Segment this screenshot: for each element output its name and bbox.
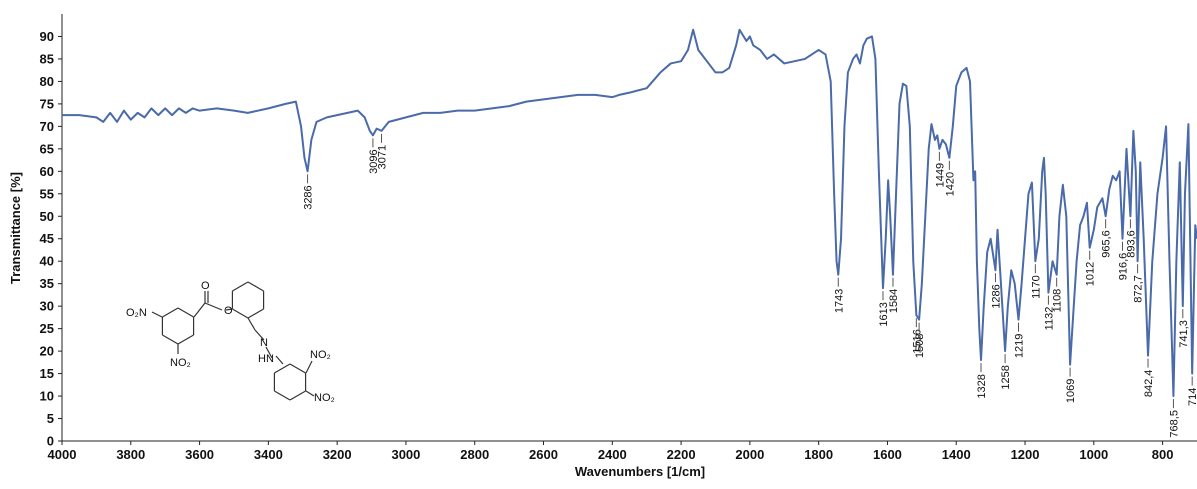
spectrum-line bbox=[62, 28, 1197, 398]
y-tick-label: 85 bbox=[40, 51, 54, 66]
bond bbox=[247, 308, 264, 319]
structure-label: O₂N bbox=[126, 307, 147, 319]
bond bbox=[204, 302, 223, 311]
y-tick-label: 65 bbox=[40, 141, 54, 156]
x-tick-label: 2200 bbox=[667, 447, 696, 462]
annotation-label: 1508 bbox=[914, 334, 926, 358]
annotation-label: 1132 bbox=[1043, 307, 1055, 331]
x-tick-label: 1800 bbox=[804, 447, 833, 462]
annotation-label: 741,3 bbox=[1178, 320, 1190, 348]
x-tick-label: 2600 bbox=[529, 447, 558, 462]
annotation-label: 1258 bbox=[1000, 365, 1012, 389]
annotation-label: 1219 bbox=[1013, 334, 1025, 358]
y-tick-label: 90 bbox=[40, 29, 54, 44]
x-tick-label: 1400 bbox=[942, 447, 971, 462]
x-axis-label: Wavenumbers [1/cm] bbox=[575, 464, 705, 479]
annotation-label: 842,4 bbox=[1143, 370, 1155, 398]
bond bbox=[305, 390, 315, 397]
bond bbox=[232, 308, 249, 319]
x-tick-label: 3400 bbox=[254, 447, 283, 462]
structure-label: N bbox=[260, 337, 268, 349]
annotation-label: 3071 bbox=[377, 145, 389, 169]
annotation-label: 1108 bbox=[1052, 289, 1064, 313]
x-tick-label: 1600 bbox=[873, 447, 902, 462]
bond bbox=[193, 302, 206, 318]
y-tick-label: 45 bbox=[40, 231, 54, 246]
y-tick-label: 75 bbox=[40, 96, 54, 111]
x-tick-label: 2800 bbox=[460, 447, 489, 462]
y-tick-label: 15 bbox=[40, 366, 54, 381]
annotation-label: 1286 bbox=[990, 284, 1002, 308]
y-tick-label: 10 bbox=[40, 389, 54, 404]
structure-label: HN bbox=[258, 353, 274, 365]
annotation-label: 3096 bbox=[368, 149, 380, 173]
bond bbox=[177, 307, 194, 318]
annotation-label: 1170 bbox=[1030, 275, 1042, 299]
y-tick-label: 5 bbox=[47, 411, 54, 426]
structure-label: NO₂ bbox=[314, 392, 335, 404]
molecule bbox=[151, 281, 315, 401]
x-tick-label: 4000 bbox=[48, 447, 77, 462]
structure-label: O bbox=[224, 305, 233, 317]
bond bbox=[274, 363, 291, 374]
bond bbox=[151, 311, 163, 318]
y-tick-label: 60 bbox=[40, 164, 54, 179]
annotation-label: 1743 bbox=[833, 289, 845, 313]
structure-label: NO₂ bbox=[310, 349, 331, 361]
annotation-label: 893,6 bbox=[1125, 230, 1137, 258]
x-tick-label: 3600 bbox=[185, 447, 214, 462]
bond bbox=[232, 281, 249, 292]
bond bbox=[289, 390, 306, 401]
annotation-label: 872,7 bbox=[1133, 275, 1145, 303]
annotation-label: 1420 bbox=[944, 172, 956, 196]
x-tick-label: 2000 bbox=[735, 447, 764, 462]
bond bbox=[247, 317, 256, 331]
annotation-label: 3286 bbox=[303, 185, 315, 209]
bond bbox=[225, 308, 233, 311]
x-tick-label: 1000 bbox=[1079, 447, 1108, 462]
bond bbox=[265, 346, 273, 359]
structure-label: O bbox=[201, 280, 210, 292]
annotation-label: 965,6 bbox=[1101, 230, 1113, 258]
annotation-label: 1328 bbox=[976, 374, 988, 398]
annotation-label: 1449 bbox=[934, 163, 946, 187]
x-tick-label: 3200 bbox=[323, 447, 352, 462]
bond bbox=[254, 329, 265, 341]
x-tick-label: 1200 bbox=[1011, 447, 1040, 462]
y-axis-label: Transmittance [%] bbox=[8, 172, 23, 284]
y-tick-label: 35 bbox=[40, 276, 54, 291]
annotation-label: 1069 bbox=[1065, 379, 1077, 403]
x-tick-label: 800 bbox=[1152, 447, 1174, 462]
annotation-label: 714 bbox=[1187, 388, 1197, 406]
annotation-label: 1012 bbox=[1085, 262, 1097, 286]
y-tick-label: 70 bbox=[40, 119, 54, 134]
y-tick-label: 0 bbox=[47, 434, 54, 449]
bond bbox=[177, 334, 194, 345]
y-tick-label: 55 bbox=[40, 186, 54, 201]
bond bbox=[305, 360, 313, 374]
x-tick-label: 3800 bbox=[116, 447, 145, 462]
bond bbox=[162, 334, 179, 345]
bond bbox=[162, 307, 179, 318]
y-tick-label: 40 bbox=[40, 254, 54, 269]
bond bbox=[289, 363, 306, 374]
y-tick-label: 30 bbox=[40, 299, 54, 314]
annotation-label: 1613 bbox=[878, 302, 890, 326]
y-tick-label: 80 bbox=[40, 74, 54, 89]
annotation-label: 768,5 bbox=[1168, 410, 1180, 438]
structure-label: NO₂ bbox=[170, 357, 191, 369]
bond bbox=[275, 355, 284, 365]
annotation-label: 1584 bbox=[888, 289, 900, 313]
y-tick-label: 50 bbox=[40, 209, 54, 224]
x-tick-label: 3000 bbox=[391, 447, 420, 462]
x-tick-label: 2400 bbox=[598, 447, 627, 462]
annotation-label: 1516 bbox=[911, 329, 923, 353]
annotation-label: 916,6 bbox=[1118, 253, 1130, 281]
y-tick-label: 20 bbox=[40, 344, 54, 359]
bond bbox=[247, 281, 264, 292]
bond bbox=[274, 390, 291, 401]
y-tick-label: 25 bbox=[40, 321, 54, 336]
